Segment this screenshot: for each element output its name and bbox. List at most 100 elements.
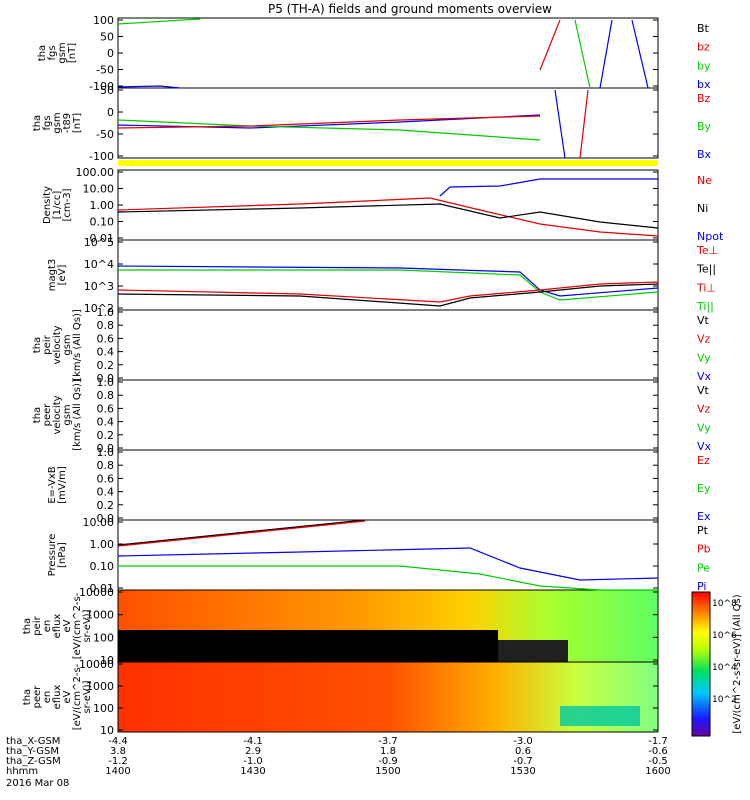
y-tick-label: 0.01: [90, 232, 115, 245]
x-axis-tick-label: -4.4: [108, 736, 128, 747]
colorbar-tick-label: 10^4: [712, 663, 737, 673]
y-tick-label: 10: [100, 654, 114, 667]
legend-entry: Ne: [697, 174, 712, 187]
y-tick-label: 0.2: [97, 429, 115, 442]
trace-Bz: [117, 115, 541, 129]
legend-entry: Vz: [697, 403, 711, 416]
y-tick-label: 0.4: [97, 486, 115, 499]
y-axis-label: velocity: [52, 395, 63, 434]
y-tick-label: 10.00: [83, 516, 115, 529]
trace-bz: [539, 19, 561, 71]
legend-entry: Vx: [697, 370, 712, 383]
trace-bx: [631, 19, 649, 89]
y-tick-label: 0.8: [97, 389, 115, 402]
trace-Ni: [117, 203, 659, 229]
y-tick-label: 10000: [79, 586, 114, 599]
y-tick-label: 50: [100, 84, 114, 97]
colorbar-tick-label: 10^6: [712, 631, 737, 641]
legend-entry: Te||: [696, 263, 716, 276]
legend-entry: Bx: [697, 148, 712, 161]
y-axis-label: gsm: [57, 42, 68, 63]
x-axis-tick-label: 1400: [105, 766, 130, 777]
y-tick-label: 0.0: [97, 442, 115, 455]
panel-6: 1.00.80.60.40.20.0 tha peer velocity gsm [km/…: [32, 376, 712, 455]
legend-entry: bx: [697, 78, 711, 91]
y-axis-label: [nPa]: [57, 542, 68, 568]
y-tick-label: 100: [93, 702, 114, 715]
y-tick-label: 0.4: [97, 416, 115, 429]
legend-entry: Ti||: [696, 300, 714, 313]
x-axis-tick-label: -0.6: [648, 746, 668, 757]
colorbar-tick-label: 10^8: [712, 599, 737, 609]
y-axis-label: [cm-3]: [62, 188, 73, 221]
legend-entry: Vt: [697, 314, 710, 327]
date-label: 2016 Mar 08: [6, 778, 69, 789]
panel-4: 10^5 10^4 10^3 10^2 magt3 [eV] Te⊥ Te|| Ti⊥ Ti||: [47, 236, 718, 315]
y-axis-label: [nT]: [72, 113, 83, 133]
y-tick-label: 0.0: [97, 372, 115, 385]
y-axis-label: magt3: [47, 259, 58, 292]
x-axis-tick-label: 3.8: [110, 746, 126, 757]
y-tick-label: 50: [100, 31, 114, 44]
y-axis-label: peer: [42, 403, 53, 427]
y-tick-label: 10^3: [84, 280, 114, 293]
trace-Te-perp: [117, 281, 659, 303]
panel-frame: [117, 661, 659, 733]
panel-8: 10.00 1.00 0.10 0.01 Pressure [nPa] Pt Pb Pe Pi: [47, 516, 711, 595]
y-tick-label: 1.0: [97, 446, 115, 459]
y-axis-label: [eV]: [57, 265, 68, 286]
legend-entry: Bz: [697, 92, 711, 105]
x-axis-tick-label: -1.7: [648, 736, 668, 747]
x-axis-tick-label: -1.2: [108, 756, 128, 767]
y-tick-label: 100: [93, 631, 114, 644]
x-axis-labels: tha_X-GSMtha_Y-GSMtha_Z-GSMhhmm-4.43.8-1…: [6, 736, 671, 777]
legend-entry: Ex: [697, 510, 711, 523]
x-axis-tick-label: 1430: [240, 766, 265, 777]
trace-by: [574, 19, 591, 89]
y-tick-label: -100: [89, 80, 114, 93]
y-tick-label: 0.6: [97, 472, 115, 485]
trace-Ne: [117, 197, 659, 237]
y-axis-label: Density: [42, 186, 53, 224]
y-axis-label: tha: [22, 689, 33, 705]
x-axis-tick-label: -1.0: [243, 756, 263, 767]
y-axis-label: gsm: [62, 404, 73, 425]
y-axis-label: tha: [32, 407, 43, 423]
y-tick-label: 0.4: [97, 346, 115, 359]
legend-entry: Pi: [697, 580, 706, 593]
x-axis-row-label: hhmm: [6, 766, 38, 777]
y-tick-label: 0.6: [97, 402, 115, 415]
y-tick-label: 100: [93, 14, 114, 27]
panel-frame: [117, 309, 659, 381]
panel-7: 1.00.80.60.40.20.0 E=-VxB [mV/m] Ez Ey Ex: [47, 446, 711, 525]
y-axis-label: tha: [22, 618, 33, 634]
y-axis-label: fgs: [42, 115, 53, 130]
legend-entry: Vt: [697, 384, 710, 397]
y-tick-label: 0: [107, 47, 114, 60]
trace-Npot: [439, 178, 658, 197]
x-axis-tick-label: 1.8: [380, 746, 396, 757]
trace-by: [117, 18, 201, 25]
y-tick-label: 0.10: [90, 560, 115, 573]
y-tick-label: 1000: [86, 680, 114, 693]
legend-entry: By: [697, 120, 712, 133]
y-axis-label: eflux: [52, 614, 63, 639]
trace-Pt: [117, 519, 366, 546]
y-tick-label: 1.0: [97, 306, 115, 319]
trace-bx: [117, 85, 181, 89]
x-axis-row-label: tha_Y-GSM: [6, 746, 59, 757]
y-tick-label: 0.2: [97, 499, 115, 512]
y-axis-label: [nT]: [67, 43, 78, 63]
y-tick-label: 0.6: [97, 332, 115, 345]
y-axis-label: tha: [32, 115, 43, 131]
x-axis-tick-label: -3.0: [513, 736, 533, 747]
legend-entry: Ez: [697, 454, 710, 467]
y-axis-label: [eV/(cm^2-s-: [72, 663, 83, 730]
y-tick-label: 1.0: [97, 376, 115, 389]
trace-Bz: [579, 89, 589, 159]
y-tick-label: 10^4: [84, 258, 114, 271]
y-tick-label: 0.2: [97, 359, 115, 372]
y-tick-label: 1000: [86, 609, 114, 622]
legend-entry: bz: [697, 41, 710, 54]
